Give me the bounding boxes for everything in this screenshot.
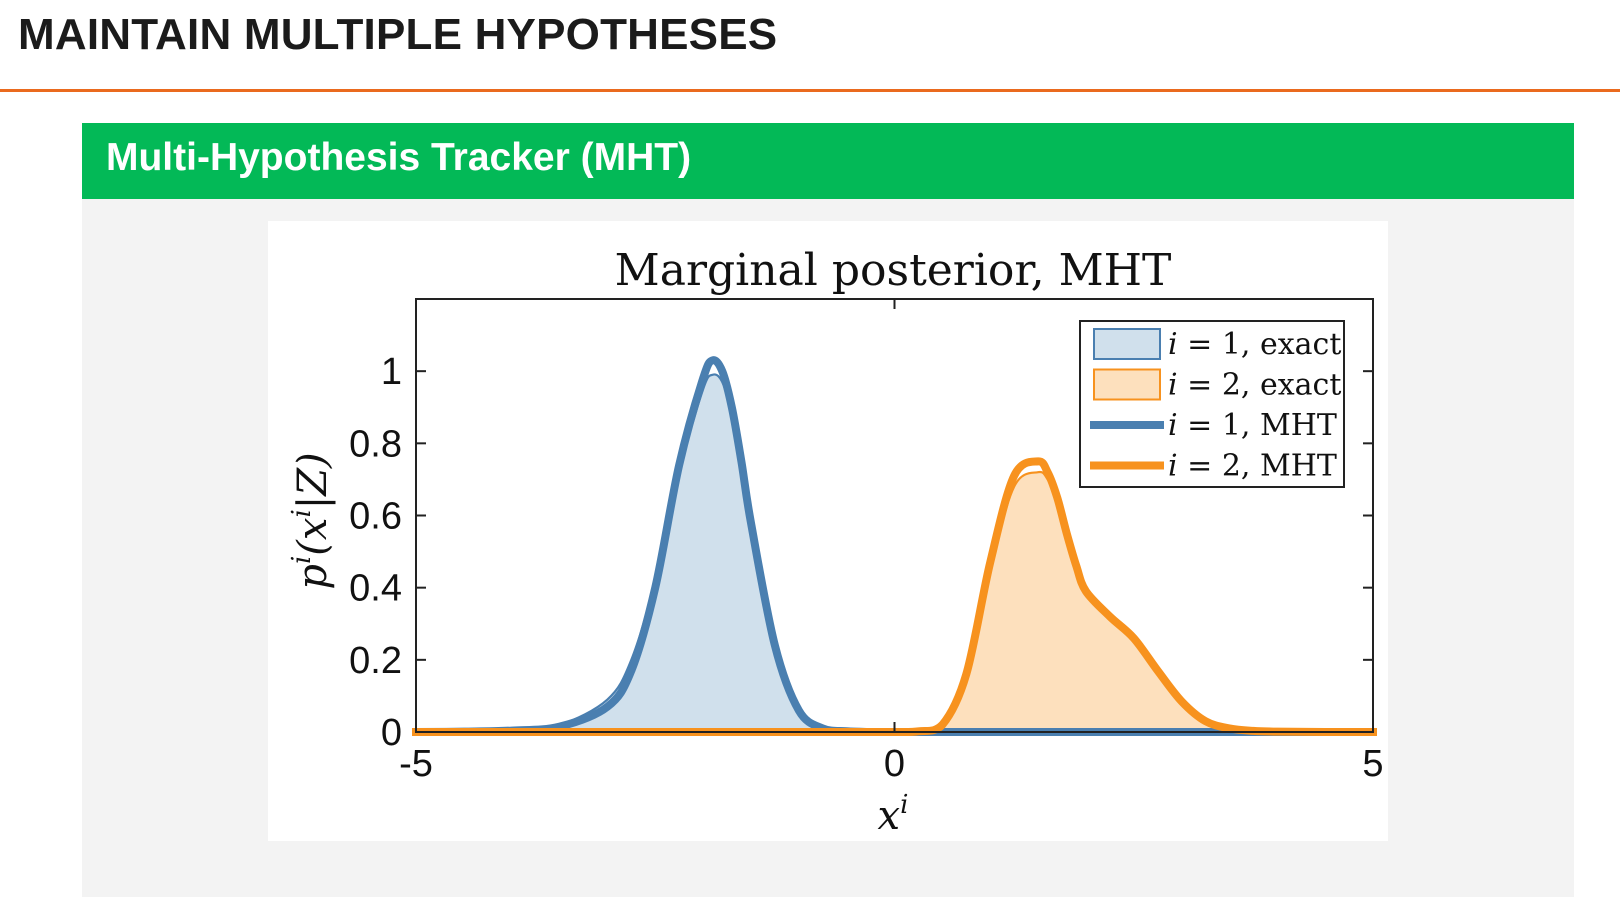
y-tick-label: 1 [381, 351, 402, 393]
block-header: Multi-Hypothesis Tracker (MHT) [82, 123, 1574, 199]
title-divider [0, 89, 1620, 92]
legend-label: i = 1, MHT [1168, 408, 1337, 443]
x-tick-label: 0 [884, 743, 905, 785]
y-tick-label: 0 [381, 712, 402, 754]
legend-label: i = 2, exact [1168, 368, 1341, 403]
slide-title: MAINTAIN MULTIPLE HYPOTHESES [18, 10, 778, 59]
legend: i = 1, exact i = 2, exact i = 1, MHT i = 2,… [1079, 320, 1345, 488]
chart-background [268, 221, 1388, 841]
y-tick-label: 0.6 [349, 496, 402, 538]
legend-swatch [1093, 328, 1161, 360]
legend-swatch [1093, 368, 1161, 401]
x-tick-label: 5 [1362, 743, 1383, 785]
legend-label: i = 2, MHT [1168, 449, 1337, 484]
y-tick-label: 0.4 [349, 568, 402, 610]
chart: Marginal posterior, MHT 0 0.2 0.4 0.6 0.8 1 -5… [268, 221, 1388, 841]
y-tick-label: 0.2 [349, 640, 402, 682]
block-title: Multi-Hypothesis Tracker (MHT) [106, 136, 692, 179]
y-tick-label: 0.8 [349, 423, 402, 465]
area-i-1-exact [416, 374, 1373, 733]
x-tick-label: -5 [399, 743, 433, 785]
chart-title: Marginal posterior, MHT [615, 245, 1172, 296]
legend-label: i = 1, exact [1168, 327, 1341, 362]
area-i-2-exact [416, 471, 1373, 733]
y-axis-label: pi(xi|Z) [287, 452, 336, 589]
